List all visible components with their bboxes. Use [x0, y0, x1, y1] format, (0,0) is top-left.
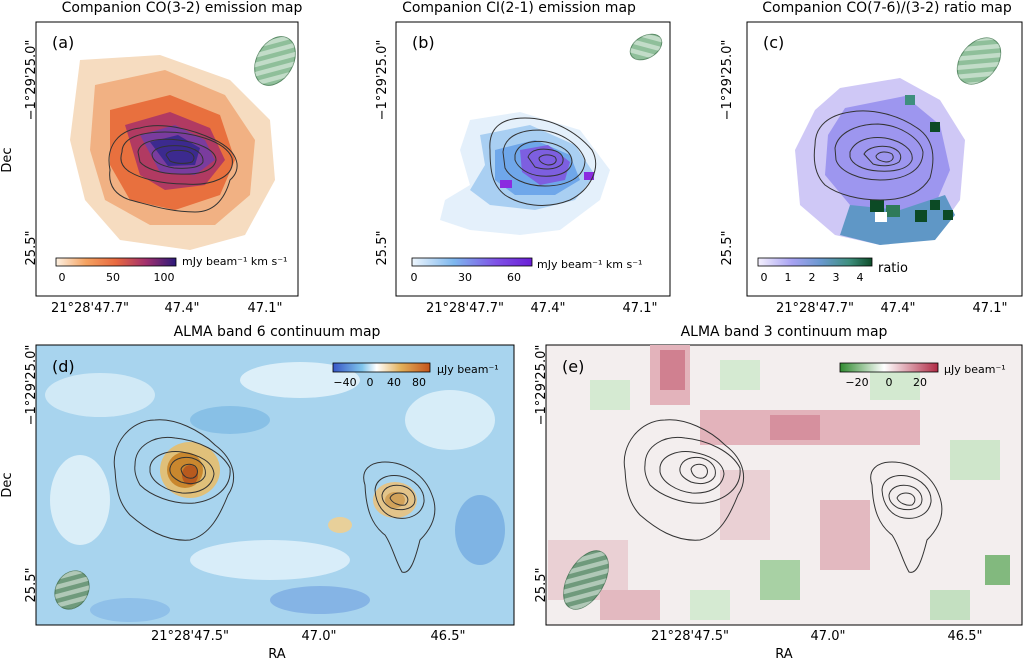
colorbar-unit: ratio	[878, 261, 908, 276]
x-axis-label: RA	[775, 647, 793, 661]
y-tick: −1°29'25.0"	[375, 40, 390, 121]
panel-a: Companion CO(3-2) emission map (a) 0 50	[0, 0, 303, 316]
colorbar-tick: 60	[507, 271, 521, 284]
contours	[623, 419, 943, 573]
colorbar-tick: 3	[833, 271, 840, 284]
contours	[489, 117, 597, 206]
x-tick: 47.1"	[248, 301, 283, 316]
y-tick: 25.5"	[720, 231, 735, 266]
colorbar: 0 30 60 mJy beam⁻¹ km s⁻¹	[411, 257, 642, 284]
panel-label: (c)	[763, 33, 784, 52]
x-tick: 21°28'47.7"	[426, 301, 504, 316]
x-tick: 47.1"	[973, 301, 1008, 316]
colorbar-tick: 1	[785, 271, 792, 284]
colorbar: 0 1 2 3 4 ratio	[757, 257, 908, 284]
panel-e: ALMA band 3 continuum map	[534, 324, 1023, 661]
beam-ellipse	[254, 36, 296, 86]
continuum-map	[45, 362, 505, 622]
beam-ellipse	[629, 33, 663, 61]
colorbar-tick: 0	[59, 271, 66, 284]
y-axis-label: Dec	[0, 472, 15, 497]
x-axis-label: RA	[268, 647, 286, 661]
panel-c: Companion CO(7-6)/(3-2) ratio map (	[720, 0, 1023, 316]
panel-b: Companion CI(2-1) emission map (b) 0 30	[375, 0, 671, 316]
y-tick: 25.5"	[375, 231, 390, 266]
colorbar-tick: 0	[411, 271, 418, 284]
colorbar-unit: μJy beam⁻¹	[437, 363, 499, 376]
x-tick: 47.4"	[531, 301, 566, 316]
colorbar-tick: 100	[154, 271, 175, 284]
colorbar-tick: −40	[333, 376, 356, 389]
contours	[108, 125, 238, 213]
contours	[813, 110, 934, 201]
colorbar-tick: 4	[857, 271, 864, 284]
continuum-map	[548, 345, 1010, 620]
x-tick: 21°28'47.7"	[776, 301, 854, 316]
panel-title: Companion CI(2-1) emission map	[402, 0, 636, 16]
colorbar-tick: 80	[412, 376, 426, 389]
y-tick: −1°29'25.0"	[24, 40, 39, 121]
y-tick: −1°29'25.0"	[720, 40, 735, 121]
panel-label: (d)	[52, 357, 75, 376]
x-tick: 47.0"	[811, 629, 846, 644]
panel-label: (a)	[52, 33, 74, 52]
colorbar-tick: 30	[458, 271, 472, 284]
y-tick: 25.5"	[24, 568, 39, 603]
panel-d: ALMA band 6 continuum map	[0, 324, 515, 661]
colorbar-unit: mJy beam⁻¹ km s⁻¹	[182, 255, 287, 268]
colorbar-tick: 0	[367, 376, 374, 389]
colorbar-tick: −20	[845, 376, 868, 389]
x-tick: 21°28'47.5"	[651, 629, 729, 644]
y-tick: −1°29'25.0"	[24, 345, 39, 426]
colorbar-unit: mJy beam⁻¹ km s⁻¹	[537, 258, 642, 271]
y-tick: 25.5"	[24, 231, 39, 266]
colorbar-tick: 40	[387, 376, 401, 389]
contours	[113, 419, 436, 573]
beam-ellipse	[956, 37, 1002, 85]
x-tick: 47.1"	[623, 301, 658, 316]
x-tick: 47.0"	[302, 629, 337, 644]
panel-title: Companion CO(3-2) emission map	[62, 0, 303, 16]
colorbar: 0 50 100 mJy beam⁻¹ km s⁻¹	[55, 255, 287, 284]
colorbar: −20 0 20 μJy beam⁻¹	[839, 362, 1006, 389]
colorbar-unit: μJy beam⁻¹	[944, 363, 1006, 376]
colorbar-tick: 20	[913, 376, 927, 389]
colorbar: −40 0 40 80 μJy beam⁻¹	[332, 362, 499, 389]
x-tick: 46.5"	[948, 629, 983, 644]
colorbar-tick: 0	[886, 376, 893, 389]
y-tick: −1°29'25.0"	[534, 345, 549, 426]
colorbar-tick: 50	[106, 271, 120, 284]
x-tick: 21°28'47.5"	[151, 629, 229, 644]
ratio-map	[795, 78, 965, 245]
panel-label: (e)	[562, 357, 584, 376]
x-tick: 47.4"	[881, 301, 916, 316]
panel-title: ALMA band 3 continuum map	[681, 324, 888, 340]
colorbar-tick: 0	[761, 271, 768, 284]
y-tick: 25.5"	[534, 568, 549, 603]
panel-title: ALMA band 6 continuum map	[174, 324, 381, 340]
x-tick: 21°28'47.7"	[51, 301, 129, 316]
beam-ellipse	[563, 550, 609, 610]
x-tick: 47.4"	[165, 301, 200, 316]
panel-label: (b)	[412, 33, 435, 52]
x-tick: 46.5"	[431, 629, 466, 644]
beam-ellipse	[54, 570, 90, 610]
y-axis-label: Dec	[0, 147, 15, 172]
colorbar-tick: 2	[809, 271, 816, 284]
panel-title: Companion CO(7-6)/(3-2) ratio map	[762, 0, 1012, 16]
